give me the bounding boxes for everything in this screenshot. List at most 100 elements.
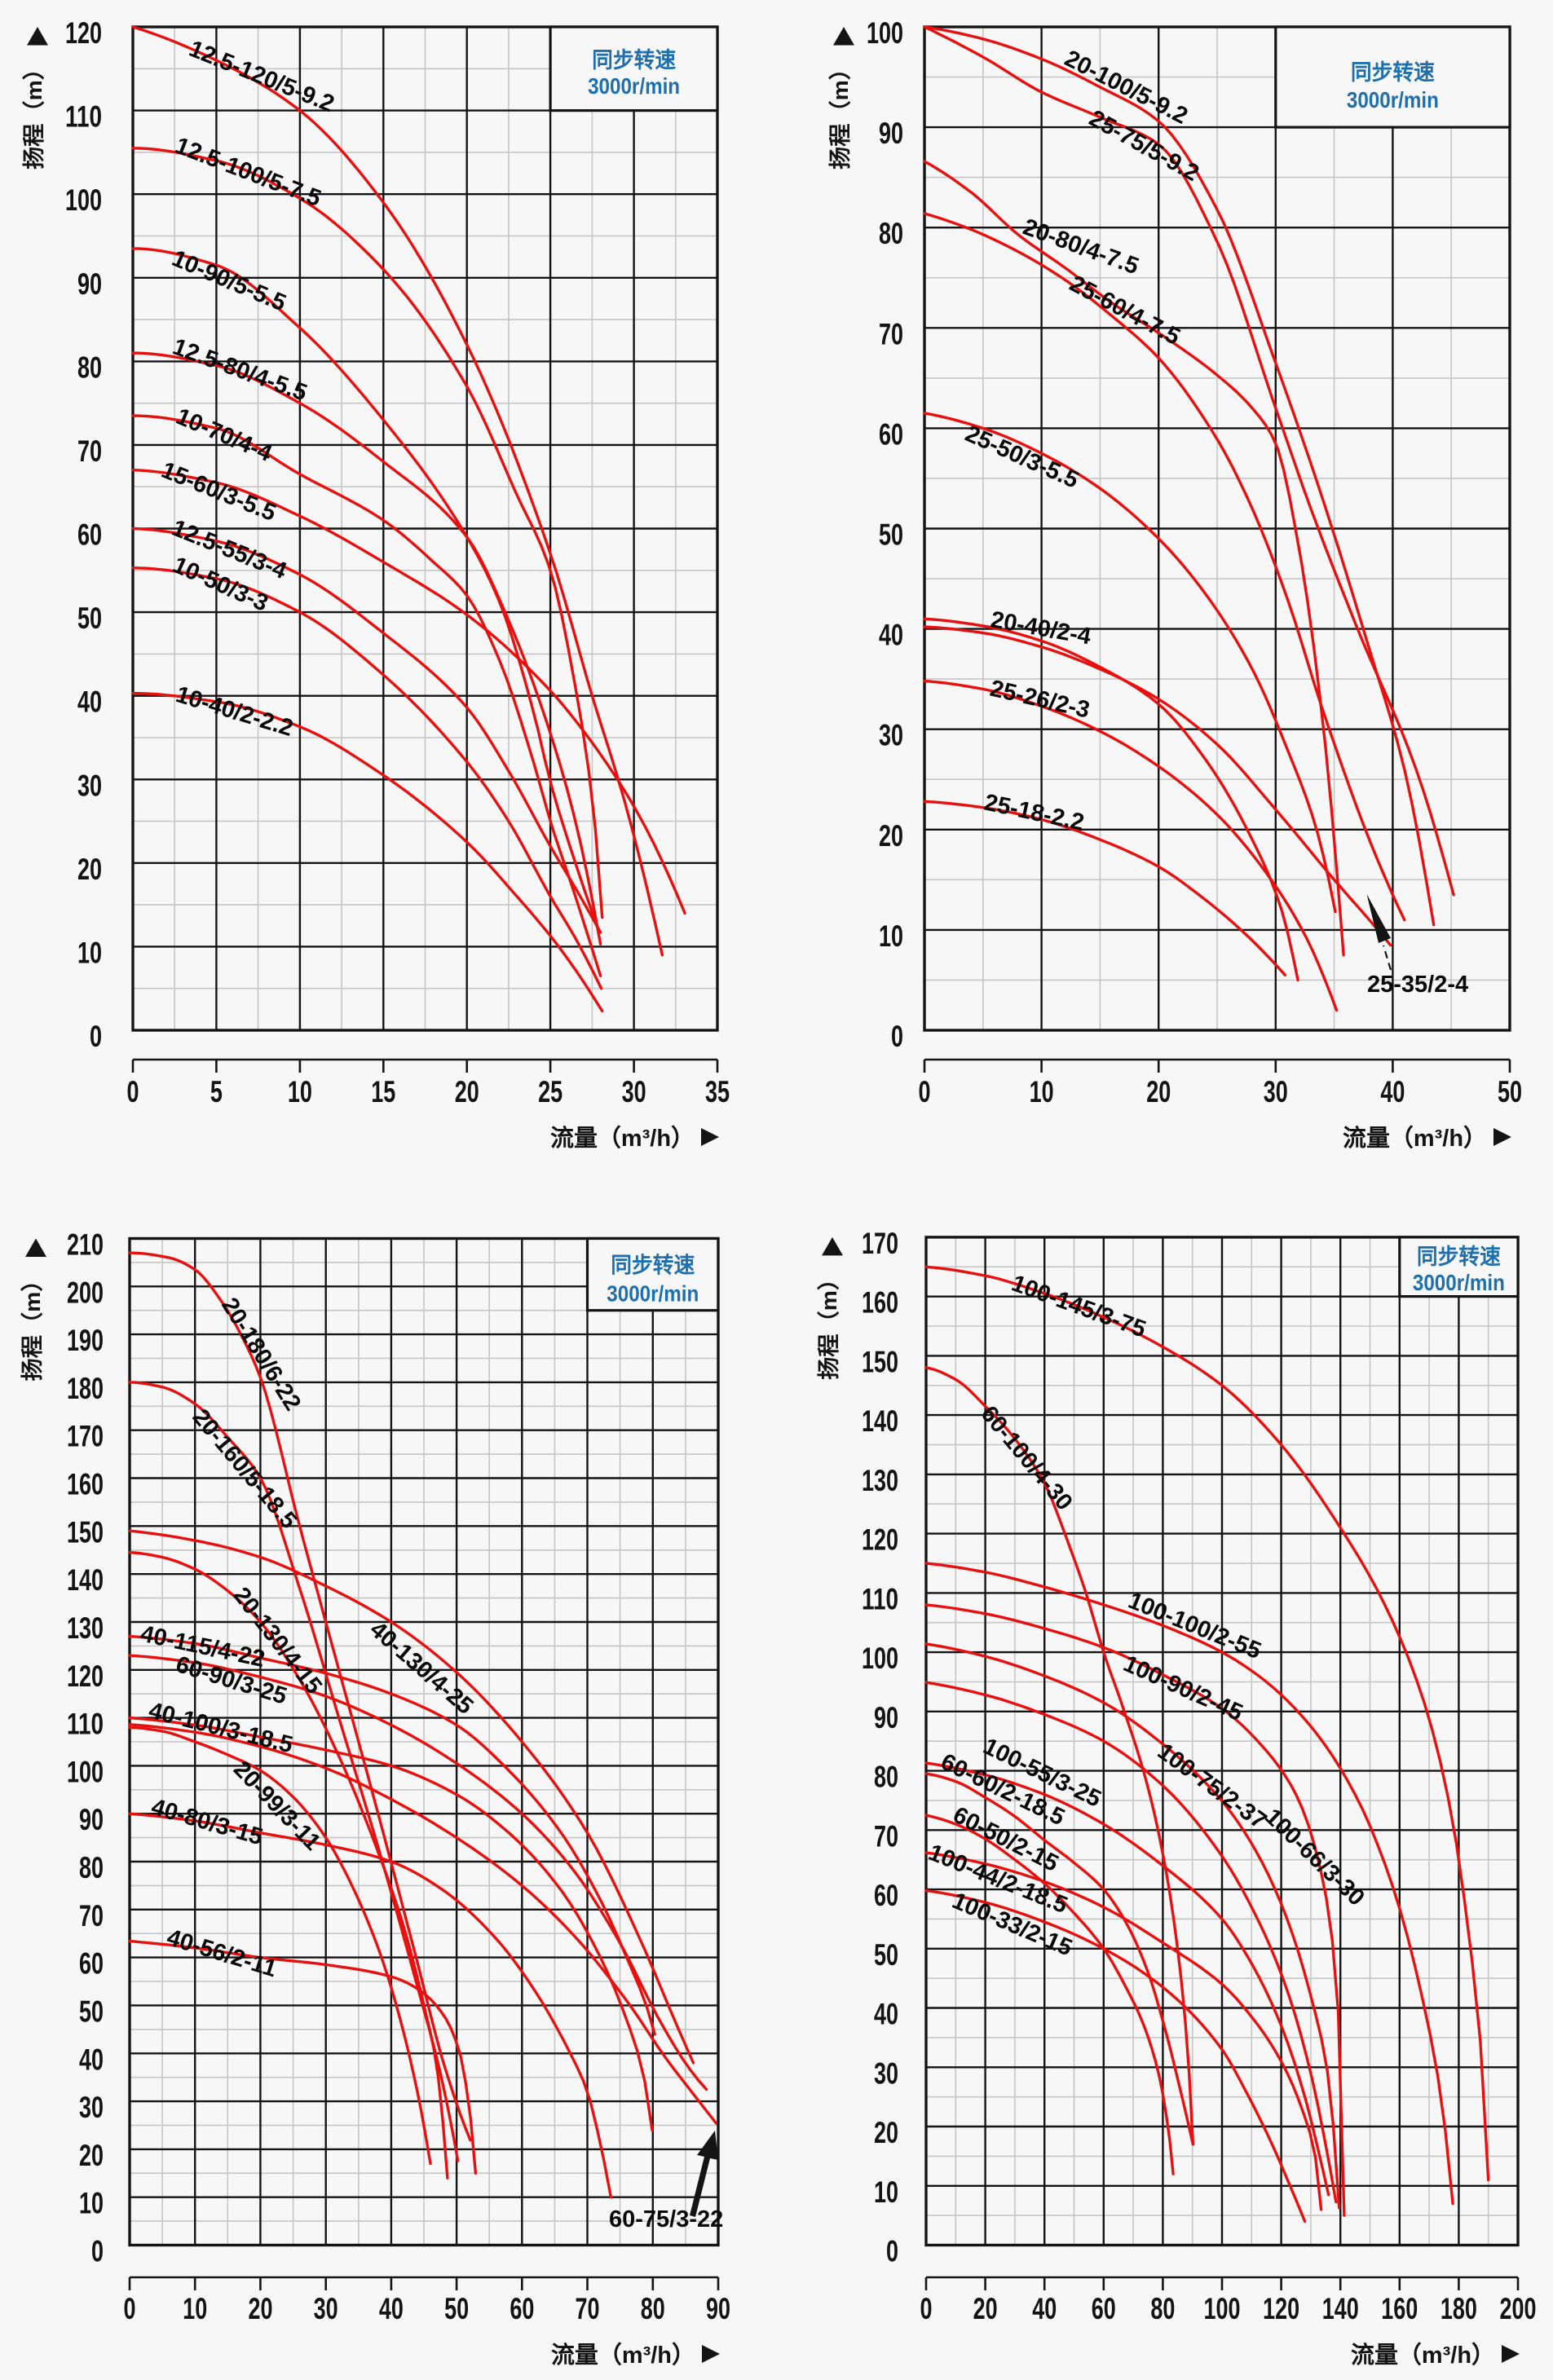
svg-text:90: 90 <box>77 267 102 301</box>
svg-text:110: 110 <box>862 1582 898 1615</box>
svg-text:流量（m³/h）: 流量（m³/h） <box>551 2342 695 2369</box>
svg-text:流量（m³/h）: 流量（m³/h） <box>1343 1125 1487 1152</box>
svg-text:3000r/min: 3000r/min <box>1347 87 1439 112</box>
svg-text:10: 10 <box>874 2175 898 2209</box>
svg-text:140: 140 <box>67 1563 104 1597</box>
svg-text:70: 70 <box>77 434 102 468</box>
svg-text:扬程（m）: 扬程（m） <box>828 57 853 170</box>
svg-text:扬程（m）: 扬程（m） <box>22 57 46 170</box>
svg-text:40: 40 <box>77 685 102 719</box>
svg-text:100: 100 <box>862 1642 898 1675</box>
svg-text:60: 60 <box>79 1947 104 1981</box>
svg-text:70: 70 <box>576 2292 600 2325</box>
svg-text:20: 20 <box>1146 1075 1171 1108</box>
svg-text:100: 100 <box>1204 2292 1241 2325</box>
svg-text:110: 110 <box>65 100 102 134</box>
svg-text:80: 80 <box>1150 2292 1175 2325</box>
svg-text:40: 40 <box>874 1998 898 2031</box>
svg-text:90: 90 <box>879 117 903 150</box>
svg-text:10: 10 <box>1030 1075 1054 1108</box>
svg-text:15: 15 <box>371 1075 395 1108</box>
svg-text:120: 120 <box>862 1523 898 1557</box>
svg-text:60-75/3-22: 60-75/3-22 <box>609 2206 723 2232</box>
svg-text:70: 70 <box>79 1899 104 1933</box>
svg-text:100: 100 <box>65 183 102 217</box>
svg-text:80: 80 <box>79 1851 104 1884</box>
svg-text:25-35/2-4: 25-35/2-4 <box>1367 972 1468 998</box>
svg-text:10: 10 <box>79 2187 104 2220</box>
svg-text:30: 30 <box>874 2056 898 2090</box>
svg-text:160: 160 <box>1381 2292 1418 2325</box>
svg-text:30: 30 <box>79 2091 104 2124</box>
svg-text:0: 0 <box>91 2235 104 2268</box>
svg-text:180: 180 <box>67 1372 104 1405</box>
svg-text:30: 30 <box>1264 1075 1288 1108</box>
svg-text:0: 0 <box>919 1075 931 1108</box>
svg-text:60: 60 <box>510 2292 534 2325</box>
svg-text:130: 130 <box>67 1611 104 1645</box>
svg-text:90: 90 <box>874 1701 898 1734</box>
svg-text:80: 80 <box>641 2292 665 2325</box>
svg-text:100: 100 <box>867 16 903 50</box>
svg-text:0: 0 <box>127 1075 139 1108</box>
svg-text:0: 0 <box>90 1020 102 1053</box>
svg-text:180: 180 <box>1440 2292 1477 2325</box>
svg-text:200: 200 <box>1500 2292 1537 2325</box>
svg-text:同步转速: 同步转速 <box>611 1254 695 1278</box>
svg-text:40: 40 <box>1032 2292 1057 2325</box>
svg-text:50: 50 <box>77 602 102 635</box>
svg-text:20: 20 <box>973 2292 998 2325</box>
svg-text:60: 60 <box>1092 2292 1116 2325</box>
svg-text:90: 90 <box>79 1803 104 1836</box>
svg-text:190: 190 <box>67 1324 104 1357</box>
svg-text:20: 20 <box>79 2139 104 2172</box>
svg-text:120: 120 <box>67 1659 104 1693</box>
svg-text:3000r/min: 3000r/min <box>1413 1270 1505 1295</box>
svg-text:流量（m³/h）: 流量（m³/h） <box>550 1125 695 1152</box>
svg-text:20: 20 <box>248 2292 272 2325</box>
svg-text:同步转速: 同步转速 <box>1351 60 1435 85</box>
svg-text:120: 120 <box>65 16 102 50</box>
svg-text:50: 50 <box>1498 1075 1522 1108</box>
svg-text:扬程（m）: 扬程（m） <box>817 1267 841 1380</box>
svg-text:50: 50 <box>79 1994 104 2028</box>
svg-text:0: 0 <box>124 2292 136 2325</box>
svg-text:40: 40 <box>879 619 903 652</box>
svg-text:70: 70 <box>879 317 903 350</box>
svg-text:20: 20 <box>77 853 102 886</box>
svg-text:30: 30 <box>314 2292 338 2325</box>
svg-text:0: 0 <box>920 2292 933 2325</box>
svg-text:160: 160 <box>862 1286 898 1320</box>
svg-text:20: 20 <box>455 1075 479 1108</box>
svg-text:120: 120 <box>1263 2292 1299 2325</box>
svg-text:100: 100 <box>67 1755 104 1788</box>
svg-text:150: 150 <box>67 1515 104 1549</box>
svg-text:90: 90 <box>706 2292 730 2325</box>
svg-text:60: 60 <box>879 417 903 451</box>
svg-text:50: 50 <box>879 518 903 552</box>
svg-text:20: 20 <box>874 2116 898 2149</box>
svg-text:140: 140 <box>1322 2292 1359 2325</box>
svg-text:170: 170 <box>67 1420 104 1453</box>
svg-text:3000r/min: 3000r/min <box>607 1281 699 1307</box>
svg-text:40: 40 <box>1380 1075 1405 1108</box>
svg-text:80: 80 <box>879 217 903 250</box>
svg-text:扬程（m）: 扬程（m） <box>20 1268 45 1381</box>
svg-text:10: 10 <box>879 919 903 953</box>
svg-text:10: 10 <box>288 1075 312 1108</box>
svg-text:0: 0 <box>891 1020 903 1053</box>
svg-text:60: 60 <box>77 518 102 552</box>
svg-text:3000r/min: 3000r/min <box>588 73 680 99</box>
svg-text:170: 170 <box>862 1227 898 1260</box>
svg-text:60: 60 <box>874 1879 898 1912</box>
svg-text:40: 40 <box>79 2043 104 2076</box>
svg-text:10: 10 <box>77 936 102 969</box>
svg-text:80: 80 <box>77 350 102 384</box>
svg-text:0: 0 <box>886 2235 898 2268</box>
svg-text:210: 210 <box>67 1227 104 1261</box>
svg-text:160: 160 <box>67 1468 104 1501</box>
svg-text:30: 30 <box>622 1075 646 1108</box>
svg-text:30: 30 <box>77 769 102 802</box>
svg-text:110: 110 <box>67 1708 104 1741</box>
svg-text:30: 30 <box>879 719 903 752</box>
